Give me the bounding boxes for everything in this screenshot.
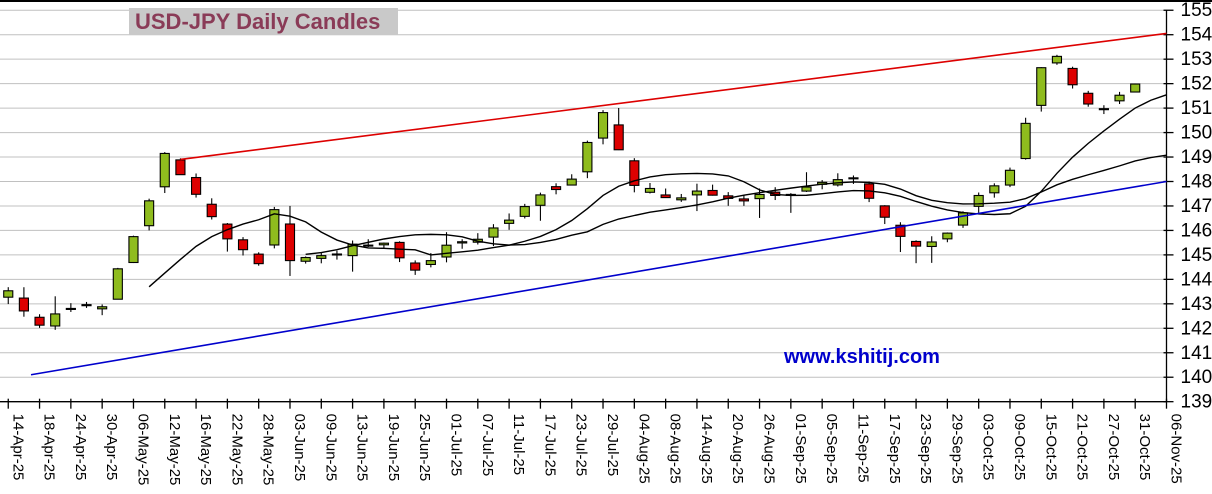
svg-text:150: 150 — [1181, 123, 1212, 144]
svg-text:09-Jun-25: 09-Jun-25 — [322, 414, 339, 482]
svg-text:154: 154 — [1181, 25, 1212, 46]
svg-text:28-May-25: 28-May-25 — [260, 414, 277, 486]
svg-text:29-Sep-25: 29-Sep-25 — [948, 414, 965, 484]
svg-text:12-May-25: 12-May-25 — [166, 414, 183, 486]
svg-text:26-Aug-25: 26-Aug-25 — [761, 414, 778, 484]
svg-text:155: 155 — [1181, 0, 1212, 21]
svg-text:06-May-25: 06-May-25 — [134, 414, 151, 486]
svg-text:146: 146 — [1181, 220, 1212, 241]
svg-text:140: 140 — [1181, 367, 1212, 388]
svg-text:23-Jul-25: 23-Jul-25 — [573, 414, 590, 477]
svg-text:152: 152 — [1181, 74, 1212, 95]
svg-text:24-Apr-25: 24-Apr-25 — [72, 414, 89, 481]
svg-text:142: 142 — [1181, 318, 1212, 339]
svg-text:13-Jun-25: 13-Jun-25 — [354, 414, 371, 482]
svg-text:139: 139 — [1181, 392, 1212, 413]
svg-text:06-Nov-25: 06-Nov-25 — [1168, 414, 1185, 484]
svg-text:151: 151 — [1181, 98, 1212, 119]
svg-text:23-Sep-25: 23-Sep-25 — [917, 414, 934, 484]
svg-text:01-Jul-25: 01-Jul-25 — [448, 414, 465, 477]
svg-text:30-Apr-25: 30-Apr-25 — [103, 414, 120, 481]
svg-text:153: 153 — [1181, 49, 1212, 70]
svg-text:147: 147 — [1181, 196, 1212, 217]
svg-text:148: 148 — [1181, 172, 1212, 193]
svg-text:07-Jul-25: 07-Jul-25 — [479, 414, 496, 477]
svg-text:11-Sep-25: 11-Sep-25 — [854, 414, 871, 483]
svg-text:09-Oct-25: 09-Oct-25 — [1011, 414, 1028, 481]
svg-text:16-May-25: 16-May-25 — [197, 414, 214, 486]
svg-text:14-Apr-25: 14-Apr-25 — [9, 414, 26, 481]
svg-text:145: 145 — [1181, 245, 1212, 266]
svg-text:21-Oct-25: 21-Oct-25 — [1074, 414, 1091, 481]
svg-text:29-Jul-25: 29-Jul-25 — [604, 414, 621, 477]
svg-text:17-Sep-25: 17-Sep-25 — [886, 414, 903, 484]
svg-text:22-May-25: 22-May-25 — [228, 414, 245, 486]
svg-text:149: 149 — [1181, 147, 1212, 168]
svg-text:11-Jul-25: 11-Jul-25 — [510, 414, 527, 475]
svg-text:19-Jun-25: 19-Jun-25 — [385, 414, 402, 482]
svg-text:03-Jun-25: 03-Jun-25 — [291, 414, 308, 482]
svg-text:05-Sep-25: 05-Sep-25 — [823, 414, 840, 484]
svg-text:14-Aug-25: 14-Aug-25 — [698, 414, 715, 484]
svg-text:08-Aug-25: 08-Aug-25 — [667, 414, 684, 484]
svg-text:144: 144 — [1181, 269, 1212, 290]
svg-text:01-Sep-25: 01-Sep-25 — [792, 414, 809, 484]
svg-text:04-Aug-25: 04-Aug-25 — [635, 414, 652, 484]
svg-text:25-Jun-25: 25-Jun-25 — [416, 414, 433, 482]
svg-text:20-Aug-25: 20-Aug-25 — [729, 414, 746, 484]
svg-text:18-Apr-25: 18-Apr-25 — [41, 414, 58, 481]
svg-text:15-Oct-25: 15-Oct-25 — [1042, 414, 1059, 481]
svg-text:03-Oct-25: 03-Oct-25 — [980, 414, 997, 481]
svg-text:31-Oct-25: 31-Oct-25 — [1136, 414, 1153, 481]
svg-text:141: 141 — [1181, 343, 1212, 364]
svg-text:27-Oct-25: 27-Oct-25 — [1105, 414, 1122, 481]
svg-text:143: 143 — [1181, 294, 1212, 315]
svg-text:17-Jul-25: 17-Jul-25 — [541, 414, 558, 477]
